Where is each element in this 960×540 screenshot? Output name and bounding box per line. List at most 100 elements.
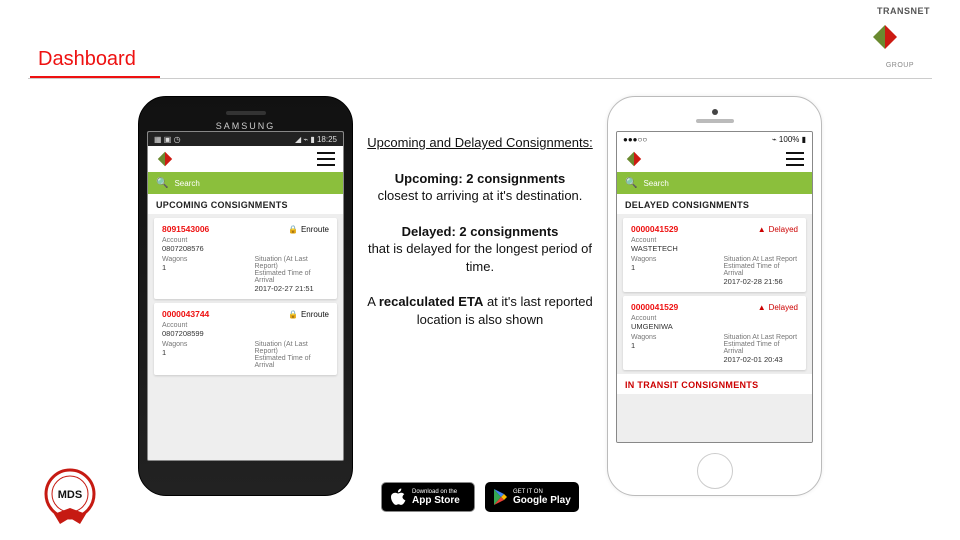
iphone-home-button[interactable] <box>697 453 733 489</box>
account-value: 0807208576 <box>162 244 329 253</box>
eta-value: 2017-02-27 21:51 <box>255 284 330 293</box>
wagons-value: 1 <box>162 348 237 357</box>
lock-icon: 🔒 <box>288 310 298 319</box>
eta-label: Estimated Time of Arrival <box>724 263 799 277</box>
search-bar[interactable]: 🔍 Search <box>617 172 812 194</box>
google-big: Google Play <box>513 495 571 506</box>
consignment-id: 0000041529 <box>631 224 678 234</box>
consignment-id: 0000041529 <box>631 302 678 312</box>
android-screen: ▦ ▣ ◷ ◢ ⌁ ▮ 18:25 🔍 Search UPCOMING CONS… <box>147 131 344 461</box>
menu-icon[interactable] <box>786 152 804 166</box>
eta-value: 2017-02-01 20:43 <box>724 355 799 364</box>
phone-iphone: ●●●○○ ⌁ 100% ▮ 🔍 Search DELAYED CONSIGNM… <box>607 96 822 496</box>
mds-seal: MDS <box>40 466 100 526</box>
section-upcoming: UPCOMING CONSIGNMENTS <box>148 194 343 214</box>
consignment-id: 8091543006 <box>162 224 209 234</box>
google-play-icon <box>493 489 507 505</box>
lock-icon: 🔒 <box>288 225 298 234</box>
apple-small: Download on the <box>412 489 460 495</box>
statusbar-right: ◢ ⌁ ▮ 18:25 <box>295 135 337 144</box>
account-value: 0807208599 <box>162 329 329 338</box>
eta-label: Estimated Time of Arrival <box>255 270 330 284</box>
center-captions: Upcoming and Delayed Consignments: Upcom… <box>365 96 595 346</box>
consignment-card[interactable]: 0000041529 ▲ Delayed Account UMGENIWA Wa… <box>623 296 806 370</box>
account-label: Account <box>162 322 329 329</box>
iphone-appbar <box>617 146 812 172</box>
phones-row: SAMSUNG ▦ ▣ ◷ ◢ ⌁ ▮ 18:25 🔍 Search <box>0 96 960 496</box>
account-label: Account <box>631 315 798 322</box>
consignment-status: ▲ Delayed <box>758 303 798 312</box>
brand-sub-text: GROUP <box>886 62 914 69</box>
wagons-value: 1 <box>631 341 706 350</box>
menu-icon[interactable] <box>317 152 335 166</box>
transnet-t-icon <box>156 150 174 168</box>
consignment-card[interactable]: 0000041529 ▲ Delayed Account WASTETECH W… <box>623 218 806 292</box>
consignment-id: 0000043744 <box>162 309 209 319</box>
caption-upcoming-bold: Upcoming: 2 consignments <box>395 171 565 186</box>
caption-eta-bold: recalculated ETA <box>379 294 484 309</box>
caption-upcoming-rest: closest to arriving at it's destination. <box>378 188 583 203</box>
account-value: UMGENIWA <box>631 322 798 331</box>
page-title: Dashboard <box>38 48 136 71</box>
android-screen-body: UPCOMING CONSIGNMENTS 8091543006 🔒Enrout… <box>148 194 343 460</box>
iphone-camera <box>712 109 718 115</box>
store-badges: Download on the App Store GET IT ON Goog… <box>381 482 579 512</box>
transnet-t-icon <box>625 150 643 168</box>
search-icon: 🔍 <box>625 178 637 189</box>
warning-icon: ▲ <box>758 225 766 234</box>
brand-logo <box>870 22 900 52</box>
situation-label: Situation (At Last Report) <box>255 341 330 355</box>
phone-android: SAMSUNG ▦ ▣ ◷ ◢ ⌁ ▮ 18:25 🔍 Search <box>138 96 353 496</box>
search-icon: 🔍 <box>156 178 168 189</box>
brand-top-text: TRANSNET <box>877 6 930 16</box>
android-label: SAMSUNG <box>147 121 344 131</box>
consignment-status: ▲ Delayed <box>758 225 798 234</box>
situation-label: Situation At Last Report <box>724 256 799 263</box>
search-placeholder: Search <box>643 179 668 188</box>
situation-label: Situation At Last Report <box>724 334 799 341</box>
search-bar[interactable]: 🔍 Search <box>148 172 343 194</box>
caption-eta-pre: A <box>367 294 379 309</box>
header-rule-grey <box>28 78 932 79</box>
wagons-label: Wagons <box>162 341 237 348</box>
iphone-statusbar: ●●●○○ ⌁ 100% ▮ <box>617 132 812 146</box>
statusbar-right: ⌁ 100% ▮ <box>772 135 806 144</box>
account-label: Account <box>631 237 798 244</box>
wagons-value: 1 <box>162 263 237 272</box>
consignment-status: 🔒Enroute <box>288 310 329 319</box>
consignment-card[interactable]: 0000043744 🔒Enroute Account 0807208599 W… <box>154 303 337 375</box>
caption-delayed-rest: that is delayed for the longest period o… <box>368 241 592 274</box>
account-label: Account <box>162 237 329 244</box>
search-placeholder: Search <box>174 179 199 188</box>
google-play-badge[interactable]: GET IT ON Google Play <box>485 482 579 512</box>
consignment-status: 🔒Enroute <box>288 225 329 234</box>
account-value: WASTETECH <box>631 244 798 253</box>
wagons-label: Wagons <box>631 334 706 341</box>
wagons-label: Wagons <box>162 256 237 263</box>
warning-icon: ▲ <box>758 303 766 312</box>
eta-value: 2017-02-28 21:56 <box>724 277 799 286</box>
android-statusbar: ▦ ▣ ◷ ◢ ⌁ ▮ 18:25 <box>148 132 343 146</box>
app-store-badge[interactable]: Download on the App Store <box>381 482 475 512</box>
wagons-label: Wagons <box>631 256 706 263</box>
eta-label: Estimated Time of Arrival <box>255 355 330 369</box>
iphone-screen-body: DELAYED CONSIGNMENTS 0000041529 ▲ Delaye… <box>617 194 812 442</box>
apple-icon <box>390 488 406 506</box>
statusbar-left: ▦ ▣ ◷ <box>154 135 181 144</box>
consignment-card[interactable]: 8091543006 🔒Enroute Account 0807208576 W… <box>154 218 337 299</box>
seal-text: MDS <box>58 489 82 501</box>
situation-label: Situation (At Last Report) <box>255 256 330 270</box>
eta-label: Estimated Time of Arrival <box>724 341 799 355</box>
iphone-screen: ●●●○○ ⌁ 100% ▮ 🔍 Search DELAYED CONSIGNM… <box>616 131 813 443</box>
section-intransit: IN TRANSIT CONSIGNMENTS <box>617 374 812 394</box>
app-logo <box>625 150 643 168</box>
caption-heading: Upcoming and Delayed Consignments: <box>367 135 592 150</box>
android-appbar <box>148 146 343 172</box>
statusbar-left: ●●●○○ <box>623 135 647 144</box>
android-speaker <box>226 111 266 115</box>
caption-delayed-bold: Delayed: 2 consignments <box>402 224 559 239</box>
apple-big: App Store <box>412 495 460 506</box>
app-logo <box>156 150 174 168</box>
section-delayed: DELAYED CONSIGNMENTS <box>617 194 812 214</box>
wagons-value: 1 <box>631 263 706 272</box>
